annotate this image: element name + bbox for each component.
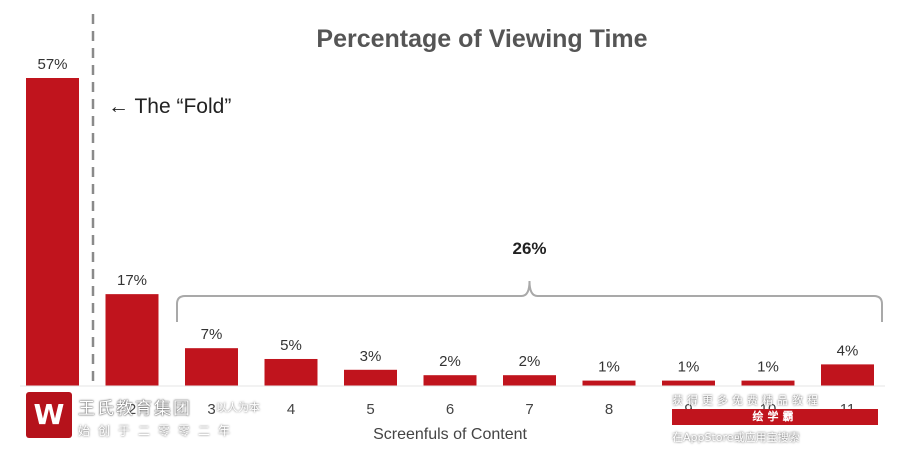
x-tick-4: 4 [287, 401, 295, 418]
watermark-subtitle: 始创于二零零二年 [78, 424, 239, 438]
bar-8 [582, 380, 636, 386]
value-label-1: 57% [37, 56, 67, 73]
watermark-search-line: 在AppStore或应用宝搜索 [672, 431, 800, 444]
value-label-7: 2% [519, 353, 541, 370]
value-label-9: 1% [678, 359, 700, 376]
x-tick-2: 2 [128, 401, 136, 418]
x-tick-5: 5 [366, 401, 374, 418]
bar-9 [662, 380, 715, 386]
watermark-brand-badge: 绘学霸 [672, 409, 878, 425]
watermark-left: W 王氏教育集团 以人为本 始创于二零零二年 [26, 392, 286, 444]
value-label-6: 2% [439, 353, 461, 370]
bar-5 [344, 369, 397, 386]
value-label-8: 1% [598, 359, 620, 376]
fold-annotation: ← The “Fold” [108, 95, 231, 118]
value-label-10: 1% [757, 359, 779, 376]
x-tick-7: 7 [525, 401, 533, 418]
watermark-promo-line: 获得更多免费精品教程 [672, 394, 822, 407]
bar-3 [185, 348, 238, 386]
value-label-3: 7% [201, 326, 223, 343]
x-tick-8: 8 [605, 401, 613, 418]
value-label-4: 5% [280, 337, 302, 354]
watermark-slogan: 以人为本 [216, 401, 260, 414]
brace-bracket [176, 280, 883, 322]
watermark-logo-glyph: W [33, 398, 65, 431]
chart-title: Percentage of Viewing Time [316, 25, 647, 53]
value-label-11: 4% [837, 342, 859, 359]
watermark-right: 获得更多免费精品教程 绘学霸 在AppStore或应用宝搜索 [672, 390, 882, 450]
value-label-5: 3% [360, 348, 382, 365]
bar-1 [26, 78, 79, 386]
bar-4 [264, 358, 318, 386]
x-tick-6: 6 [446, 401, 454, 418]
bar-2 [105, 294, 159, 386]
watermark-name: 王氏教育集团 [78, 399, 192, 419]
bar-6 [423, 375, 477, 386]
bar-7 [503, 375, 556, 386]
value-label-2: 17% [117, 272, 147, 289]
x-tick-3: 3 [207, 401, 215, 418]
value-labels-group: 57% 17% 7% 5% 3% 2% 2% 1% 1% 1% 4% [37, 56, 858, 376]
watermark-logo-icon: W [26, 392, 72, 438]
bar-10 [741, 380, 795, 386]
bar-11 [821, 364, 874, 386]
x-axis-label: Screenfuls of Content [373, 426, 527, 443]
bars-group [26, 78, 874, 386]
brace-percentage-label: 26% [512, 239, 546, 258]
